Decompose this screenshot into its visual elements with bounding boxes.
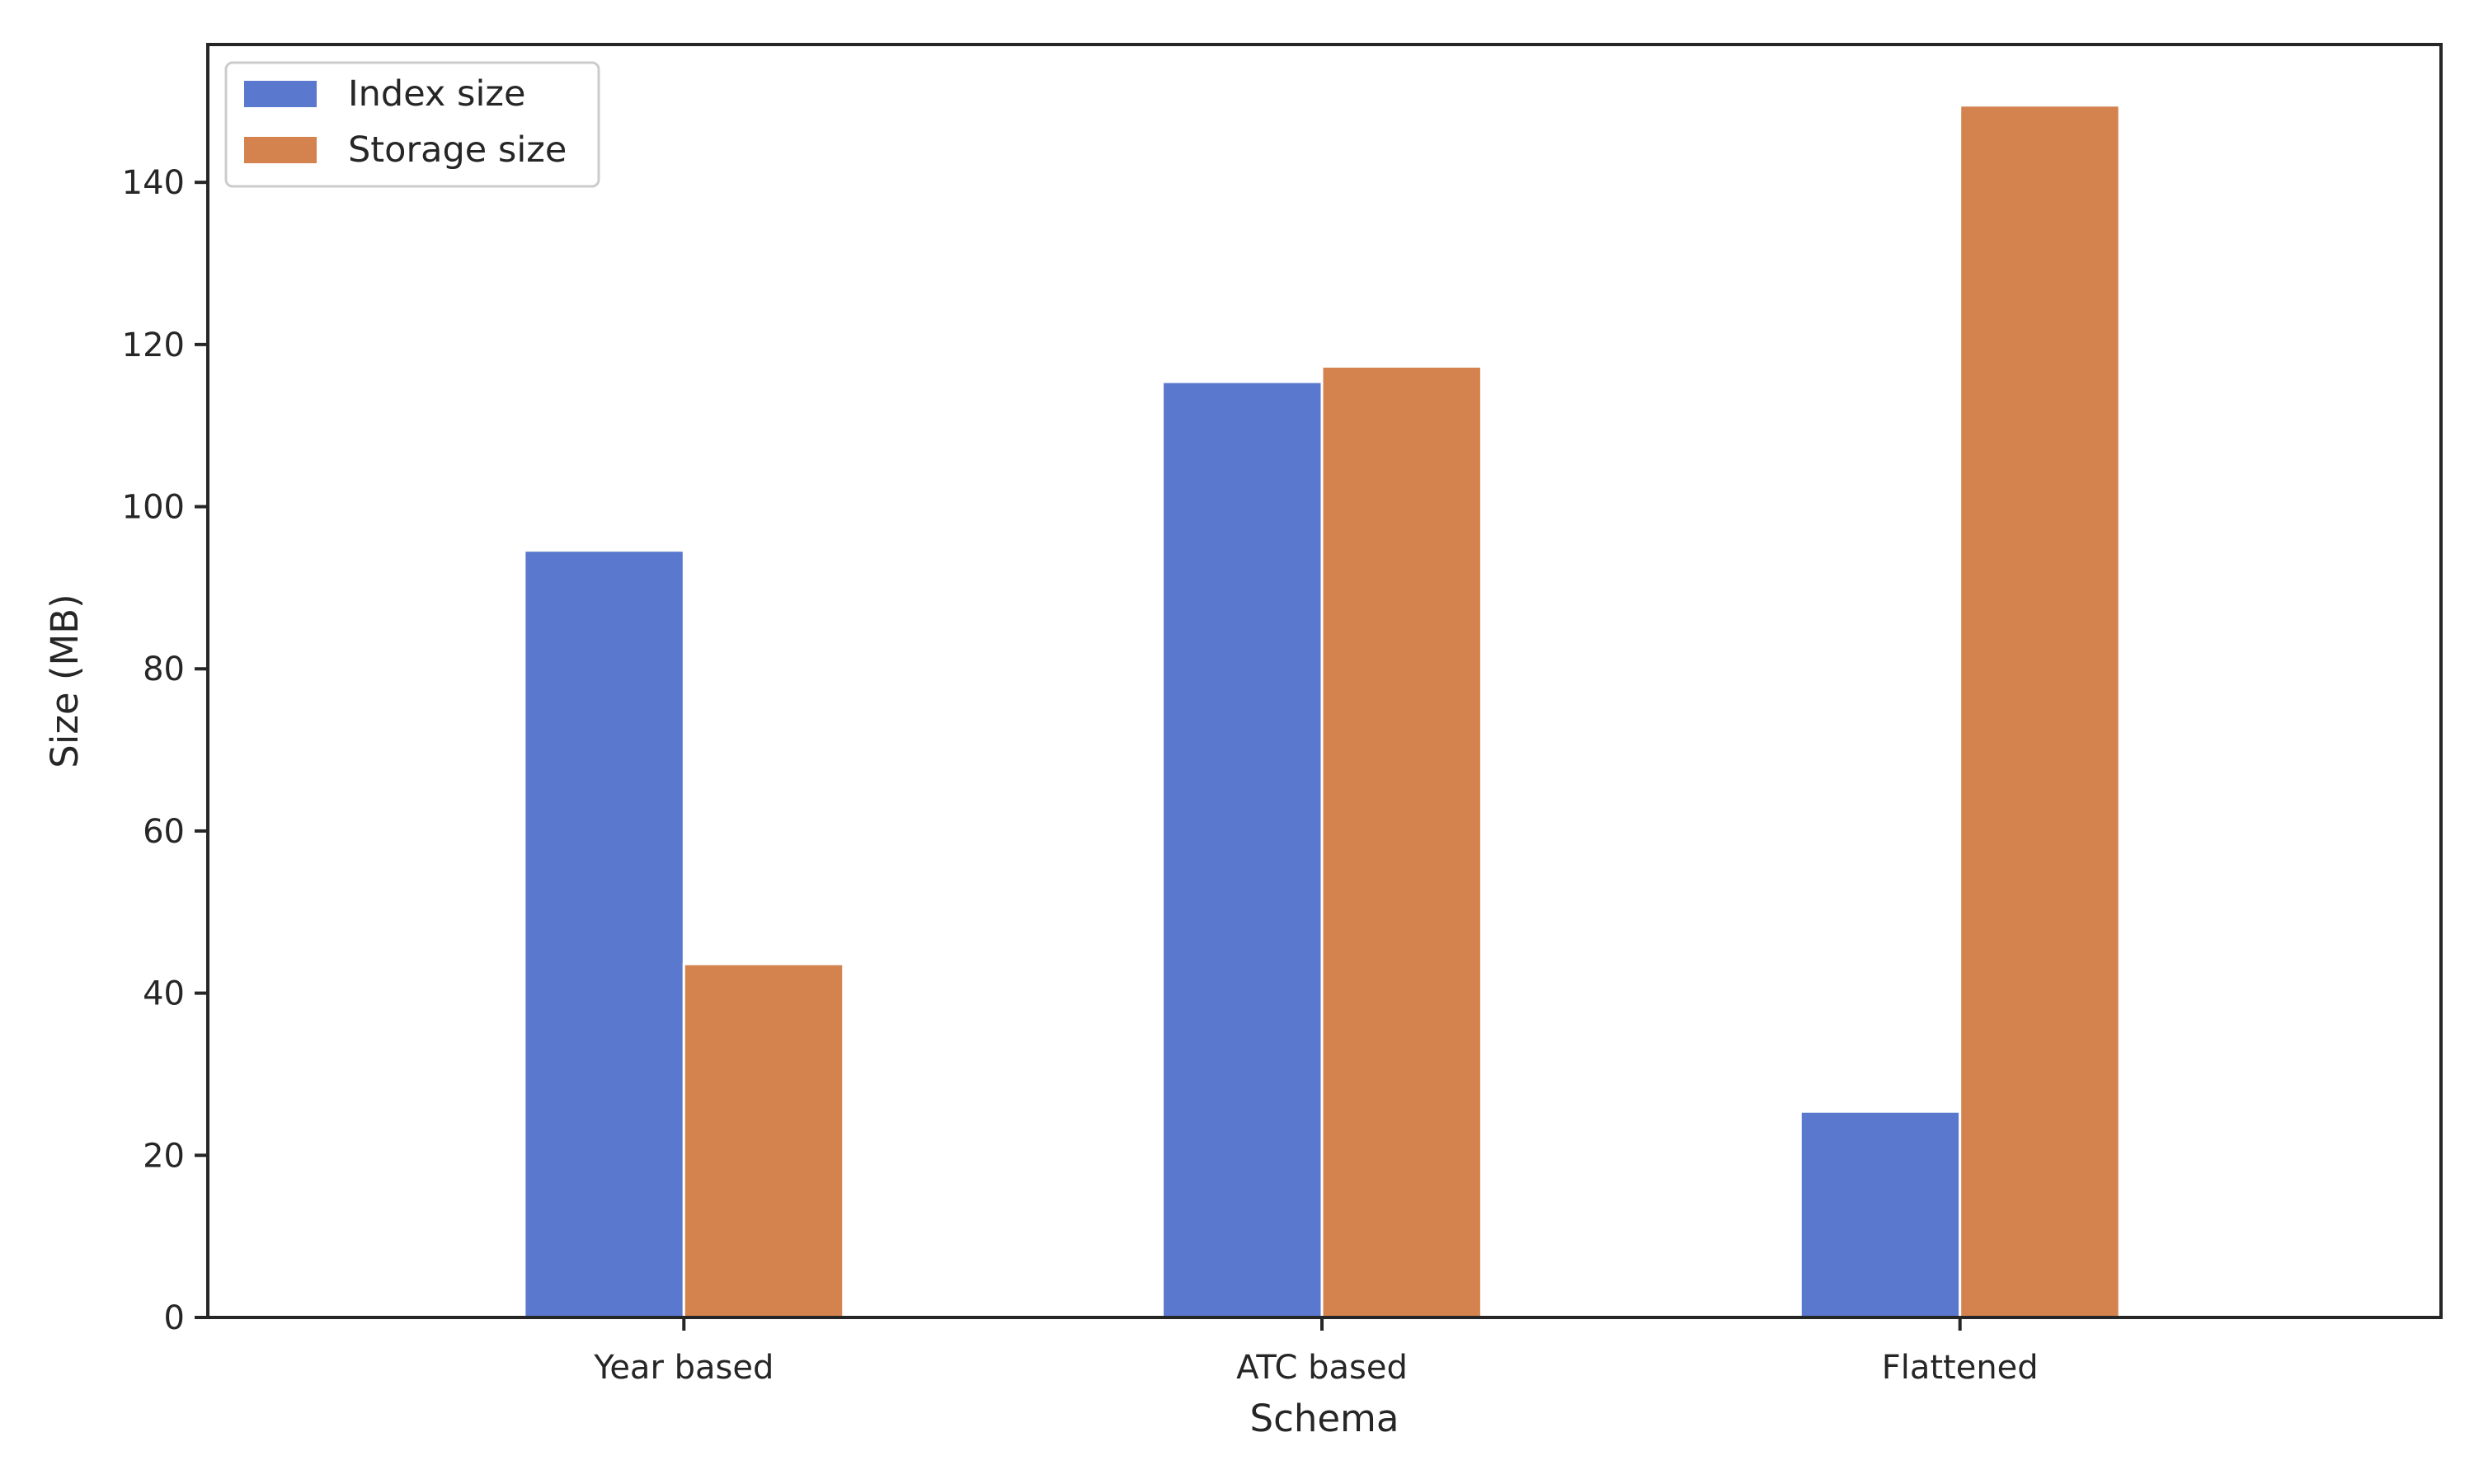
y-tick-label-40: 40 xyxy=(143,975,185,1013)
x-axis-label: Schema xyxy=(1250,1397,1399,1440)
y-tick-label-120: 120 xyxy=(122,326,185,364)
x-tick-label-year-based: Year based xyxy=(593,1349,774,1387)
y-tick-label-100: 100 xyxy=(122,489,185,527)
y-tick-label-0: 0 xyxy=(164,1299,185,1337)
legend-swatch-index-size xyxy=(244,81,317,107)
y-tick-label-20: 20 xyxy=(143,1137,185,1175)
legend-box xyxy=(224,61,600,188)
legend: Index size Storage size xyxy=(224,61,600,188)
bar-index-size-atc-based xyxy=(1161,380,1324,1319)
y-axis-label: Size (MB) xyxy=(43,594,87,768)
y-tick-label-60: 60 xyxy=(143,813,185,851)
bars-layer xyxy=(523,104,2121,1319)
y-tick-label-140: 140 xyxy=(122,164,185,202)
bar-storage-size-flattened xyxy=(1959,104,2121,1319)
bar-storage-size-atc-based xyxy=(1320,364,1483,1319)
x-axis: Year based ATC based Flattened xyxy=(593,1317,2039,1387)
bar-storage-size-year-based xyxy=(682,962,845,1319)
legend-swatch-storage-size xyxy=(244,137,317,163)
x-tick-label-flattened: Flattened xyxy=(1882,1349,2039,1387)
y-tick-label-80: 80 xyxy=(143,650,185,688)
plot-frame xyxy=(206,43,2443,1319)
legend-label-storage-size: Storage size xyxy=(348,129,567,171)
bar-index-size-flattened xyxy=(1799,1110,1962,1319)
legend-label-index-size: Index size xyxy=(348,73,525,115)
x-tick-label-atc-based: ATC based xyxy=(1236,1349,1408,1387)
bar-index-size-year-based xyxy=(523,549,685,1319)
y-axis: 0 20 40 60 80 100 120 140 xyxy=(122,164,208,1337)
